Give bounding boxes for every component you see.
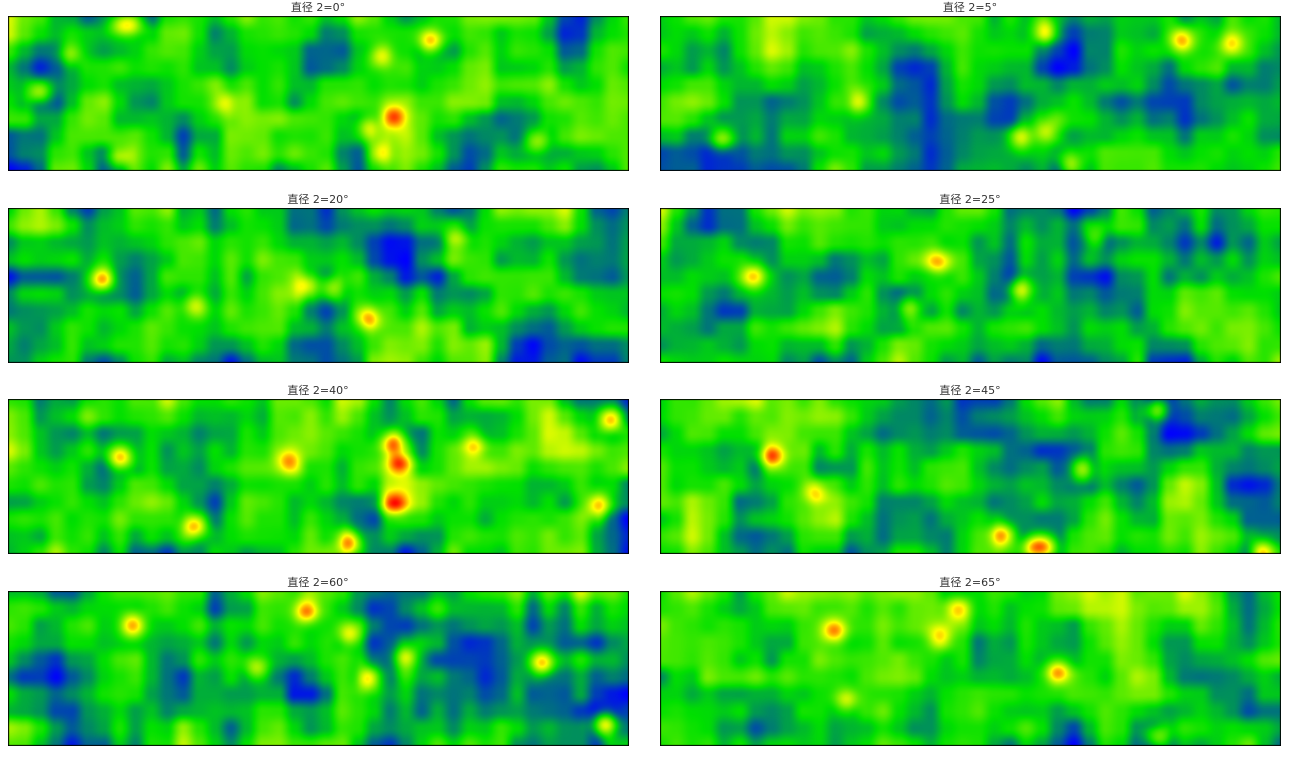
panel-title: 直径 2=40° xyxy=(287,384,349,397)
panel-title: 直径 2=60° xyxy=(287,576,349,589)
panel-title: 直径 2=65° xyxy=(939,576,1001,589)
heatmap-4 xyxy=(8,399,629,554)
heatmap-0 xyxy=(8,16,629,171)
heatmap-7 xyxy=(660,591,1281,746)
panel-title: 直径 2=20° xyxy=(287,193,349,206)
heatmap-3 xyxy=(660,208,1281,363)
panel-title: 直径 2=0° xyxy=(290,1,346,14)
panel-title: 直径 2=45° xyxy=(939,384,1001,397)
heatmap-6 xyxy=(8,591,629,746)
panel-title: 直径 2=25° xyxy=(939,193,1001,206)
heatmap-5 xyxy=(660,399,1281,554)
heatmap-2 xyxy=(8,208,629,363)
heatmap-1 xyxy=(660,16,1281,171)
panel-title: 直径 2=5° xyxy=(942,1,998,14)
